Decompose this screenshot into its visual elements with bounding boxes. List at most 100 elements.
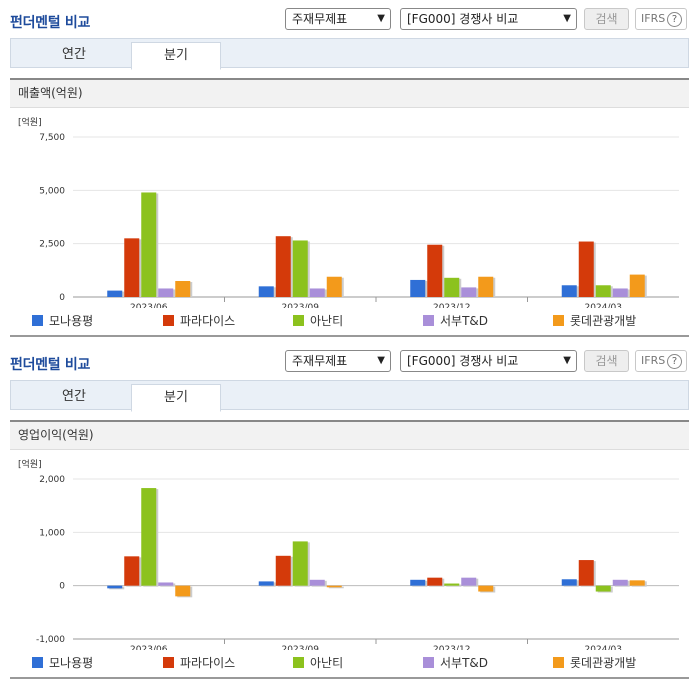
period-tabs: 연간 분기: [10, 380, 689, 412]
peer-select-value: [FG000] 경쟁사 비교: [407, 12, 519, 26]
statement-select-value: 주재무제표: [292, 354, 348, 368]
bar: [326, 585, 342, 588]
y-tick-label: 5,000: [39, 186, 65, 196]
legend-swatch: [423, 657, 434, 668]
legend-label: 롯데관광개발: [570, 656, 637, 670]
legend-label: 서부T&D: [440, 314, 489, 328]
legend-swatch: [32, 657, 43, 668]
section-title: 영업이익(억원): [10, 420, 689, 450]
panel-header: 펀더멘털 비교 주재무제표 ▼ [FG000] 경쟁사 비교 ▼ 검색 IFRS…: [0, 0, 696, 36]
legend-label: 파라다이스: [180, 314, 236, 328]
y-tick-label: 7,500: [39, 133, 65, 143]
statement-select[interactable]: 주재무제표 ▼: [285, 8, 391, 30]
bar: [444, 583, 460, 586]
legend-item[interactable]: 파라다이스: [163, 313, 235, 329]
legend-item[interactable]: 파라다이스: [163, 655, 235, 671]
legend-item[interactable]: 롯데관광개발: [553, 313, 636, 329]
bar: [258, 581, 274, 586]
tab-quarterly[interactable]: 분기: [131, 384, 221, 412]
divider: [10, 335, 689, 337]
statement-select[interactable]: 주재무제표 ▼: [285, 350, 391, 372]
tab-quarterly[interactable]: 분기: [131, 42, 221, 70]
legend-swatch: [293, 657, 304, 668]
legend-label: 아난티: [310, 656, 344, 670]
y-unit-label: [억원]: [18, 116, 42, 128]
bar: [309, 288, 325, 297]
bar: [578, 560, 594, 586]
bar: [578, 241, 594, 297]
y-tick-label: 2,500: [39, 240, 65, 250]
bar: [326, 276, 342, 297]
legend-item[interactable]: 아난티: [293, 655, 343, 671]
bar: [427, 244, 443, 297]
legend-swatch: [553, 315, 564, 326]
y-tick-label: 1,000: [39, 528, 65, 538]
bar: [292, 240, 308, 297]
peer-select[interactable]: [FG000] 경쟁사 비교 ▼: [400, 350, 577, 372]
search-button[interactable]: 검색: [584, 8, 629, 30]
x-tick-label: 2023/12: [433, 303, 470, 308]
bar: [629, 274, 645, 297]
bar: [158, 582, 174, 586]
legend-swatch: [553, 657, 564, 668]
y-tick-label: 2,000: [39, 475, 65, 485]
ifrs-label: IFRS: [641, 12, 666, 25]
chart-legend: 모나용평 파라다이스 아난티 서부T&D 롯데관광개발: [10, 655, 689, 675]
ifrs-button[interactable]: IFRS ?: [635, 350, 687, 372]
ifrs-button[interactable]: IFRS ?: [635, 8, 687, 30]
bar: [444, 277, 460, 297]
search-button[interactable]: 검색: [584, 350, 629, 372]
bar: [410, 579, 426, 586]
bar: [612, 288, 628, 297]
bar: [461, 577, 477, 586]
peer-select-value: [FG000] 경쟁사 비교: [407, 354, 519, 368]
tab-annual[interactable]: 연간: [62, 47, 86, 62]
chevron-down-icon: ▼: [377, 355, 385, 366]
legend-item[interactable]: 모나용평: [32, 655, 93, 671]
bar: [595, 285, 611, 297]
x-tick-label: 2024/03: [585, 303, 622, 308]
x-tick-label: 2023/06: [130, 645, 168, 650]
panel-header: 펀더멘털 비교 주재무제표 ▼ [FG000] 경쟁사 비교 ▼ 검색 IFRS…: [0, 342, 696, 378]
chevron-down-icon: ▼: [377, 13, 385, 24]
panel-revenue: 펀더멘털 비교 주재무제표 ▼ [FG000] 경쟁사 비교 ▼ 검색 IFRS…: [0, 0, 696, 337]
help-icon[interactable]: ?: [667, 12, 682, 27]
y-unit-label: [억원]: [18, 458, 42, 470]
y-tick-label: 0: [59, 293, 65, 303]
legend-label: 모나용평: [49, 314, 94, 328]
bar-shadow: [328, 586, 344, 589]
bar: [595, 585, 611, 592]
section-title: 매출액(억원): [10, 78, 689, 108]
peer-select[interactable]: [FG000] 경쟁사 비교 ▼: [400, 8, 577, 30]
bar: [612, 579, 628, 586]
legend-item[interactable]: 아난티: [293, 313, 343, 329]
panel-title: 펀더멘털 비교: [10, 357, 91, 373]
x-tick-label: 2023/12: [433, 645, 470, 650]
statement-select-value: 주재무제표: [292, 12, 348, 26]
operating-income-chart: [억원] -1,000 0 1,000 2,000 2023/06 2023/09 2023/…: [18, 458, 679, 650]
bar: [561, 579, 577, 586]
divider: [10, 677, 689, 679]
y-tick-label: -1,000: [36, 635, 65, 645]
bar: [275, 555, 291, 586]
bar: [124, 238, 140, 297]
legend-swatch: [32, 315, 43, 326]
legend-item[interactable]: 모나용평: [32, 313, 93, 329]
legend-item[interactable]: 서부T&D: [423, 655, 488, 671]
revenue-chart: [억원] 0 2,500 5,000 7,500 2023/06 2023/09 2023/1…: [18, 116, 679, 308]
chevron-down-icon: ▼: [563, 355, 571, 366]
period-tabs: 연간 분기: [10, 38, 689, 70]
legend-item[interactable]: 롯데관광개발: [553, 655, 636, 671]
bar: [141, 488, 157, 586]
ifrs-label: IFRS: [641, 354, 666, 367]
bar: [629, 580, 645, 586]
y-tick-label: 0: [59, 582, 65, 592]
bar: [175, 585, 191, 597]
legend-swatch: [293, 315, 304, 326]
chevron-down-icon: ▼: [563, 13, 571, 24]
help-icon[interactable]: ?: [667, 354, 682, 369]
legend-item[interactable]: 서부T&D: [423, 313, 488, 329]
legend-swatch: [163, 315, 174, 326]
legend-swatch: [423, 315, 434, 326]
tab-annual[interactable]: 연간: [62, 389, 86, 404]
